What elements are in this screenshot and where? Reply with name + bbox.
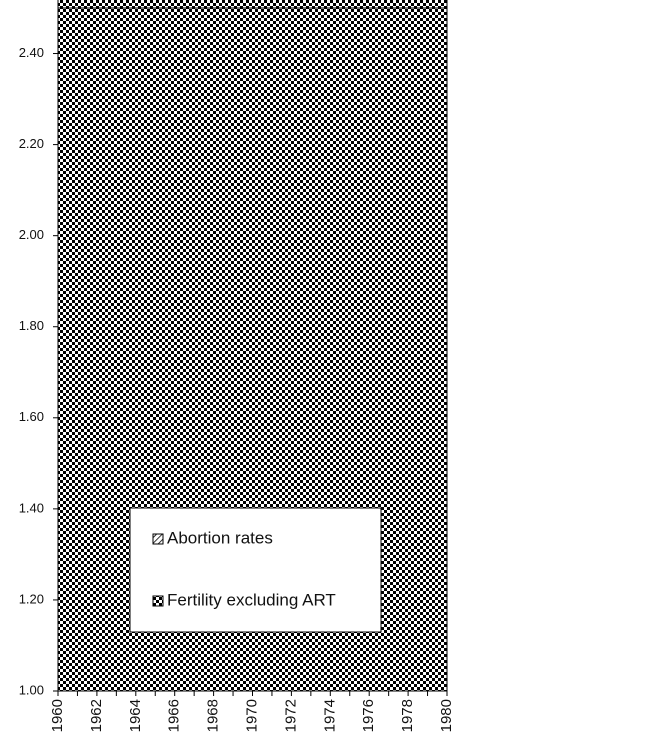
legend-label: Abortion rates [167,528,273,547]
y-tick-label: 1.00 [19,682,44,697]
x-tick-label: 1968 [205,699,222,732]
y-tick-label: 2.20 [19,136,44,151]
y-tick-label: 1.80 [19,318,44,333]
x-tick-label: 1976 [360,699,377,732]
y-tick-label: 1.60 [19,409,44,424]
x-tick-label: 1960 [49,699,66,732]
legend-box [129,507,382,633]
y-tick-label: 1.40 [19,500,44,515]
x-tick-label: 1978 [399,699,416,732]
x-tick-label: 1966 [166,699,183,732]
legend-swatch [152,533,164,545]
x-tick-label: 1980 [438,699,455,732]
x-tick-label: 1970 [243,699,260,732]
y-tick-label: 2.40 [19,45,44,60]
x-tick-label: 1964 [127,699,144,732]
x-tick-label: 1974 [321,699,338,732]
x-tick-label: 1962 [88,699,105,732]
legend-label: Fertility excluding ART [167,590,336,609]
y-tick-label: 2.00 [19,227,44,242]
x-tick-label: 1972 [282,699,299,732]
legend-swatch [152,595,164,607]
y-tick-label: 1.20 [19,591,44,606]
